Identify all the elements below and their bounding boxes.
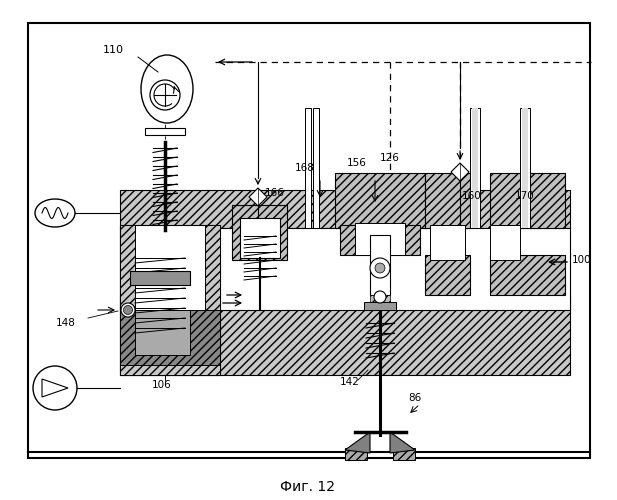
- Polygon shape: [249, 188, 267, 206]
- Bar: [345, 448, 367, 460]
- Bar: [28, 23, 590, 458]
- Text: 100: 100: [572, 255, 592, 265]
- Circle shape: [33, 366, 77, 410]
- Bar: [425, 255, 470, 295]
- Circle shape: [375, 263, 385, 273]
- Bar: [472, 108, 478, 228]
- Bar: [120, 310, 220, 365]
- Bar: [120, 225, 220, 375]
- Text: 168: 168: [295, 163, 315, 173]
- Bar: [393, 448, 415, 460]
- Bar: [370, 235, 390, 295]
- Bar: [120, 228, 570, 310]
- Text: 106: 106: [152, 380, 172, 390]
- Bar: [120, 355, 220, 375]
- Text: 86: 86: [408, 393, 421, 403]
- Ellipse shape: [141, 55, 193, 123]
- Bar: [355, 223, 405, 255]
- Polygon shape: [451, 163, 469, 181]
- Bar: [240, 218, 280, 258]
- Text: 110: 110: [103, 45, 124, 55]
- Bar: [522, 108, 528, 228]
- Text: 142: 142: [340, 377, 360, 387]
- Text: Фиг. 12: Фиг. 12: [281, 480, 336, 494]
- Text: 160: 160: [462, 191, 482, 201]
- Text: 166: 166: [265, 188, 285, 198]
- Bar: [313, 108, 319, 228]
- Bar: [120, 190, 570, 228]
- Bar: [305, 108, 311, 228]
- Bar: [120, 295, 570, 375]
- Bar: [120, 225, 135, 375]
- Circle shape: [150, 80, 180, 110]
- Bar: [145, 128, 185, 135]
- Bar: [130, 271, 190, 285]
- Bar: [370, 295, 390, 310]
- Bar: [430, 225, 465, 260]
- Polygon shape: [390, 432, 415, 453]
- Circle shape: [121, 303, 135, 317]
- Bar: [340, 225, 420, 255]
- Text: 126: 126: [380, 153, 400, 163]
- Polygon shape: [345, 432, 370, 453]
- Bar: [335, 173, 425, 228]
- Bar: [490, 173, 565, 228]
- Ellipse shape: [35, 199, 75, 227]
- Circle shape: [370, 258, 390, 278]
- Bar: [364, 302, 396, 310]
- Bar: [232, 205, 287, 260]
- Text: 156: 156: [347, 158, 367, 168]
- Bar: [135, 310, 190, 355]
- Circle shape: [374, 291, 386, 303]
- Text: 148: 148: [56, 318, 76, 328]
- Bar: [490, 225, 520, 260]
- Bar: [520, 108, 530, 228]
- Circle shape: [123, 306, 133, 314]
- Bar: [205, 225, 220, 375]
- Bar: [425, 173, 470, 228]
- Bar: [490, 255, 565, 295]
- Text: 170: 170: [515, 191, 535, 201]
- Bar: [470, 108, 480, 228]
